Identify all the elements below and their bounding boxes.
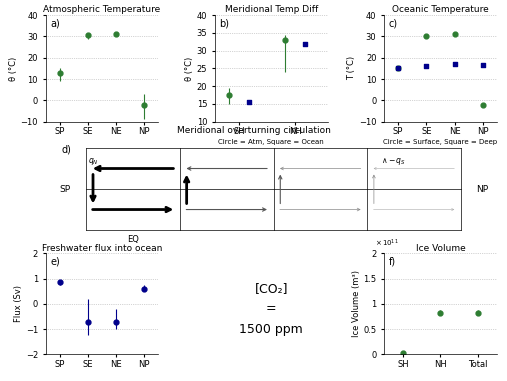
- Text: e): e): [50, 256, 60, 266]
- Point: [394, 65, 402, 71]
- Point: [301, 40, 309, 46]
- Y-axis label: θ (°C): θ (°C): [9, 56, 18, 80]
- Point: [422, 34, 430, 40]
- X-axis label: Circle = Surface, Square = Deep: Circle = Surface, Square = Deep: [383, 139, 497, 145]
- Text: 1500 ppm: 1500 ppm: [239, 323, 303, 336]
- Point: [479, 62, 487, 68]
- Text: $q_N$: $q_N$: [89, 156, 99, 167]
- Y-axis label: Ice Volume (m³): Ice Volume (m³): [351, 271, 360, 337]
- X-axis label: Circle = Atm, Square = Ocean: Circle = Atm, Square = Ocean: [219, 139, 324, 145]
- Title: Atmospheric Temperature: Atmospheric Temperature: [44, 5, 161, 14]
- Text: f): f): [388, 256, 395, 266]
- Text: NP: NP: [477, 184, 489, 194]
- Point: [394, 65, 402, 71]
- Y-axis label: T (°C): T (°C): [347, 56, 356, 80]
- Text: SP: SP: [59, 184, 70, 194]
- Text: $\wedge -q_S$: $\wedge -q_S$: [381, 156, 406, 167]
- Point: [422, 63, 430, 69]
- Text: c): c): [388, 18, 397, 29]
- Y-axis label: θ (°C): θ (°C): [185, 56, 194, 80]
- Text: Meridional overturning circulation: Meridional overturning circulation: [176, 126, 331, 135]
- Point: [451, 31, 459, 37]
- Y-axis label: Flux (Sv): Flux (Sv): [14, 285, 23, 322]
- Text: a): a): [50, 18, 60, 29]
- Title: Freshwater flux into ocean: Freshwater flux into ocean: [42, 243, 162, 253]
- Text: [CO₂]: [CO₂]: [255, 282, 288, 295]
- Text: $\times\,10^{11}$: $\times\,10^{11}$: [375, 238, 399, 249]
- Title: Meridional Temp Diff: Meridional Temp Diff: [225, 5, 318, 14]
- Text: EQ: EQ: [127, 235, 139, 244]
- Text: b): b): [220, 18, 229, 29]
- Title: Ice Volume: Ice Volume: [416, 243, 465, 253]
- Text: =: =: [266, 303, 276, 315]
- Title: Oceanic Temperature: Oceanic Temperature: [392, 5, 489, 14]
- Point: [451, 61, 459, 67]
- Point: [479, 101, 487, 107]
- Point: [244, 99, 252, 105]
- Text: d): d): [61, 145, 71, 155]
